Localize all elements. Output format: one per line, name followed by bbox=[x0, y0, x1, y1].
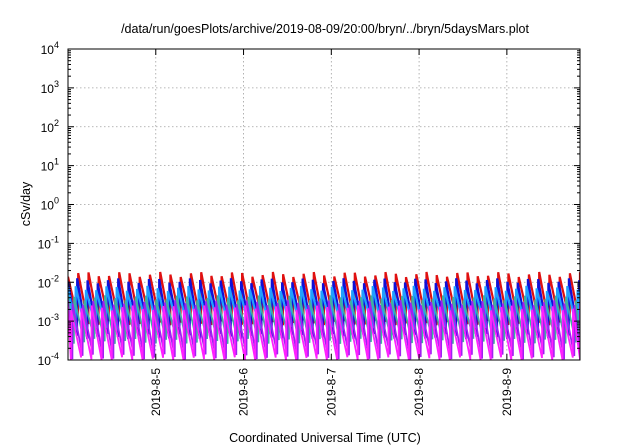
y-tick-base: 10 bbox=[41, 82, 55, 96]
chart-title: /data/run/goesPlots/archive/2019-08-09/2… bbox=[121, 22, 529, 36]
x-tick-label: 2019-8-6 bbox=[237, 368, 251, 416]
y-tick-base: 10 bbox=[41, 43, 55, 57]
x-tick-label: 2019-8-8 bbox=[412, 368, 426, 416]
y-tick-exponent: -4 bbox=[51, 351, 59, 361]
x-axis-label: Coordinated Universal Time (UTC) bbox=[229, 431, 421, 445]
y-tick-base: 10 bbox=[41, 160, 55, 174]
y-tick-label: 104 bbox=[41, 40, 59, 57]
y-tick-base: 10 bbox=[41, 121, 55, 135]
x-tick-label: 2019-8-7 bbox=[324, 368, 338, 416]
y-tick-exponent: -3 bbox=[51, 312, 59, 322]
y-tick-exponent: 1 bbox=[54, 157, 59, 167]
y-tick-label: 10-1 bbox=[38, 234, 59, 251]
y-tick-label: 10-4 bbox=[38, 351, 59, 368]
y-tick-base: 10 bbox=[38, 276, 52, 290]
series-line bbox=[68, 285, 580, 333]
series-line bbox=[68, 305, 580, 360]
y-tick-base: 10 bbox=[38, 237, 52, 251]
plot-frame bbox=[67, 48, 581, 361]
y-tick-base: 10 bbox=[41, 199, 55, 213]
y-tick-label: 102 bbox=[41, 118, 59, 135]
x-tick-label: 2019-8-5 bbox=[149, 368, 163, 416]
y-tick-label: 101 bbox=[41, 157, 59, 174]
x-axis-ticks: 2019-8-5 2019-8-6 2019-8-7 2019-8-8 2019-8-9 bbox=[149, 49, 514, 416]
y-tick-label: 10-2 bbox=[38, 273, 59, 290]
y-axis-label: cSv/day bbox=[19, 181, 33, 226]
y-tick-exponent: -1 bbox=[51, 234, 59, 244]
y-tick-base: 10 bbox=[38, 354, 52, 368]
series-layer bbox=[68, 271, 580, 360]
y-tick-exponent: 0 bbox=[54, 196, 59, 206]
y-tick-label: 103 bbox=[41, 79, 59, 96]
y-tick-exponent: -2 bbox=[51, 273, 59, 283]
x-tick-label: 2019-8-9 bbox=[500, 368, 514, 416]
y-tick-exponent: 3 bbox=[54, 79, 59, 89]
y-tick-label: 100 bbox=[41, 196, 59, 213]
y-tick-exponent: 2 bbox=[54, 118, 59, 128]
y-tick-base: 10 bbox=[38, 315, 52, 329]
y-tick-exponent: 4 bbox=[54, 40, 59, 50]
y-tick-label: 10-3 bbox=[38, 312, 59, 329]
